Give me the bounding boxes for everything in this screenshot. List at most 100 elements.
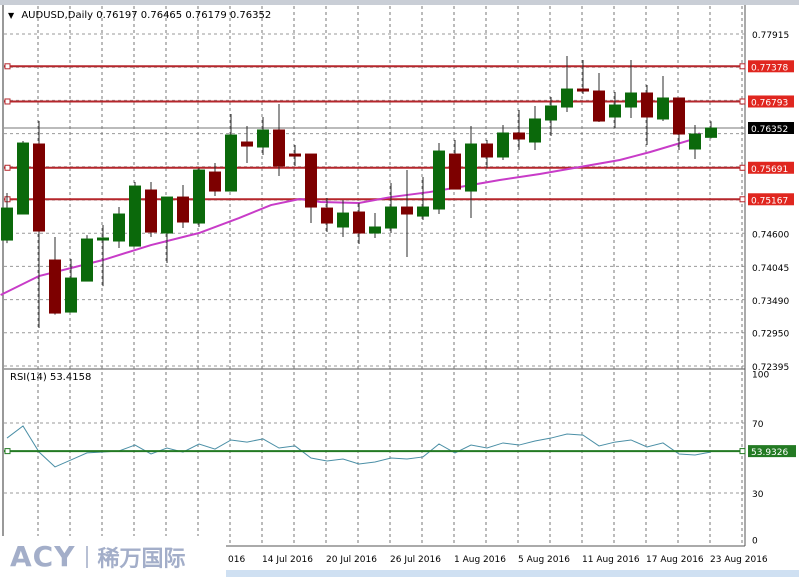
level-price-label: 0.76793 xyxy=(751,98,788,108)
level-price-label: 0.77378 xyxy=(751,63,788,73)
bearish-candle xyxy=(593,73,605,122)
bullish-candle xyxy=(417,177,429,221)
bullish-candle xyxy=(385,183,397,234)
bullish-candle xyxy=(529,105,541,151)
bearish-candle xyxy=(273,104,285,177)
rsi-axis-label: 100 xyxy=(752,371,769,381)
level-handle-left xyxy=(4,63,11,70)
current-price-tag xyxy=(748,122,794,135)
date-axis-label: 016 xyxy=(228,555,245,565)
candle-body xyxy=(385,206,397,229)
bearish-candle xyxy=(209,163,221,197)
bullish-candle xyxy=(65,259,77,313)
candle-body xyxy=(129,185,141,247)
rsi-level-tag xyxy=(748,445,796,458)
candle-body xyxy=(497,132,509,158)
rsi-header: RSI(14) 53.4158 xyxy=(10,372,92,383)
candle-body xyxy=(465,143,477,192)
candle-body xyxy=(33,143,45,232)
candle-body xyxy=(593,90,605,122)
rsi-line xyxy=(6,425,712,468)
date-axis-label: 5 Aug 2016 xyxy=(518,555,570,565)
date-axis-label: 17 Aug 2016 xyxy=(646,555,704,565)
bearish-candle xyxy=(305,153,317,224)
date-axis-label: 23 Aug 2016 xyxy=(710,555,768,565)
bearish-candle xyxy=(177,185,189,229)
bearish-candle xyxy=(577,59,589,95)
bullish-candle xyxy=(113,207,125,249)
candle-body xyxy=(161,196,173,234)
candle-body xyxy=(353,211,365,234)
bearish-candle xyxy=(673,97,685,151)
date-axis-label: 1 Aug 2016 xyxy=(454,555,506,565)
candle-body xyxy=(257,129,269,148)
candle-body xyxy=(289,153,301,157)
candle-body xyxy=(209,171,221,192)
bullish-candle xyxy=(81,235,93,282)
acy-logo: ACY 稀万国际 xyxy=(0,536,226,577)
candle-body xyxy=(113,213,125,242)
candle-body xyxy=(561,88,573,108)
bullish-candle xyxy=(97,225,109,287)
date-axis-label: 11 Aug 2016 xyxy=(582,555,640,565)
level-handle-right xyxy=(739,196,746,203)
candle-body xyxy=(513,132,525,140)
candle-body xyxy=(97,237,109,241)
candle-body xyxy=(577,88,589,92)
candle-body xyxy=(17,142,29,215)
level-price-label: 0.75167 xyxy=(751,196,788,206)
candle-body xyxy=(657,97,669,120)
price-axis-label: 0.74600 xyxy=(752,230,789,240)
bullish-candle xyxy=(433,143,445,215)
bullish-candle xyxy=(257,117,269,156)
bearish-candle xyxy=(641,85,653,146)
level-price-tag xyxy=(748,95,794,108)
candle-body xyxy=(433,150,445,210)
bearish-candle xyxy=(449,140,461,190)
candle-body xyxy=(241,141,253,147)
price-axis-label: 0.74045 xyxy=(752,264,789,274)
candle-body xyxy=(49,259,61,314)
candle-body xyxy=(641,92,653,118)
bearish-candle xyxy=(401,170,413,258)
rsi-level-label: 53.9326 xyxy=(751,448,788,458)
candle-body xyxy=(145,189,157,233)
high-value: 0.76465 xyxy=(140,10,183,21)
rsi-axis-label: 30 xyxy=(752,490,764,500)
bullish-candle xyxy=(337,200,349,238)
bullish-candle xyxy=(609,92,621,129)
bullish-candle xyxy=(369,213,381,239)
candle-body xyxy=(193,169,205,224)
date-axis-label: 14 Jul 2016 xyxy=(262,555,313,565)
level-handle-left xyxy=(4,98,11,105)
level-handle-right xyxy=(739,63,746,70)
level-handle-right xyxy=(739,164,746,171)
bullish-candle xyxy=(657,75,669,122)
candle-body xyxy=(545,105,557,121)
logo-chinese: 稀万国际 xyxy=(97,546,186,572)
candle-body xyxy=(369,226,381,234)
date-axis-label: 26 Jul 2016 xyxy=(390,555,441,565)
bullish-candle xyxy=(561,56,573,113)
candle-body xyxy=(65,277,77,313)
current-price-label: 0.76352 xyxy=(751,125,788,135)
level-price-label: 0.75691 xyxy=(751,165,788,175)
price-axis-label: 0.77915 xyxy=(752,31,789,41)
bullish-candle xyxy=(225,113,237,192)
level-handle-right xyxy=(739,98,746,105)
window-top-bar xyxy=(0,0,799,5)
bearish-candle xyxy=(145,182,157,238)
candle-body xyxy=(529,118,541,143)
candle-body xyxy=(1,207,13,241)
candle-body xyxy=(449,153,461,190)
bullish-candle xyxy=(193,168,205,228)
bearish-candle xyxy=(513,110,525,151)
candle-body xyxy=(689,133,701,150)
dropdown-triangle-icon[interactable]: ▼ xyxy=(8,11,15,20)
rsi-level-handle-left xyxy=(4,448,11,455)
price-axis-label: 0.72950 xyxy=(752,330,789,340)
bullish-candle xyxy=(705,121,717,139)
candle-body xyxy=(81,238,93,282)
